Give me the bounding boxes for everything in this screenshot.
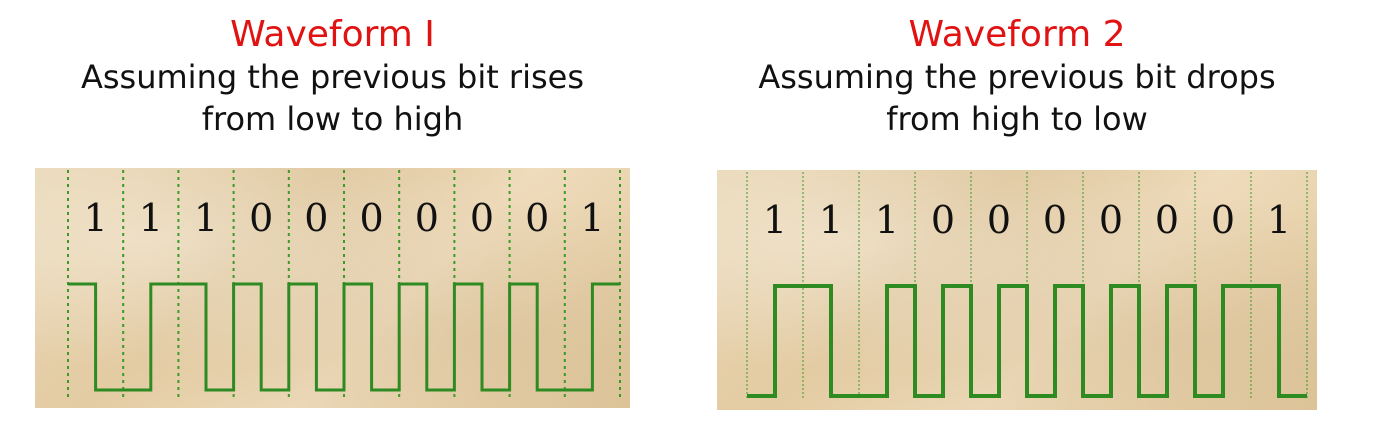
waveform-1-panel: Waveform I Assuming the previous bit ris… (35, 0, 630, 408)
bit-label: 1 (194, 196, 218, 240)
bit-label: 0 (1099, 198, 1123, 242)
bit-label: 0 (931, 198, 955, 242)
bit-label: 0 (415, 196, 439, 240)
bit-label: 0 (987, 198, 1011, 242)
waveform-2-panel: Waveform 2 Assuming the previous bit dro… (717, 0, 1317, 410)
bit-label: 0 (1155, 198, 1179, 242)
bit-label: 1 (819, 198, 843, 242)
bit-label: 1 (84, 196, 108, 240)
bit-label: 1 (875, 198, 899, 242)
bit-label: 0 (304, 196, 328, 240)
bit-label: 0 (1211, 198, 1235, 242)
waveform-1-signal (68, 282, 620, 392)
bit-label: 1 (1267, 198, 1291, 242)
waveform-1-title: Waveform I (230, 14, 435, 55)
bit-label: 0 (249, 196, 273, 240)
bit-label: 1 (580, 196, 604, 240)
waveform-2-signal (747, 284, 1307, 398)
bit-label: 1 (139, 196, 163, 240)
bit-label: 0 (1043, 198, 1067, 242)
waveform-1-subtitle: Assuming the previous bit rises from low… (80, 58, 584, 138)
bit-label: 0 (470, 196, 494, 240)
bit-label: 1 (763, 198, 787, 242)
bit-label: 0 (525, 196, 549, 240)
bit-label: 0 (360, 196, 384, 240)
waveform-2-subtitle: Assuming the previous bit drops from hig… (758, 58, 1276, 138)
waveform-1-header: Waveform I Assuming the previous bit ris… (35, 14, 630, 140)
waveform-2-header: Waveform 2 Assuming the previous bit dro… (717, 14, 1317, 140)
waveform-2-title: Waveform 2 (908, 14, 1126, 55)
